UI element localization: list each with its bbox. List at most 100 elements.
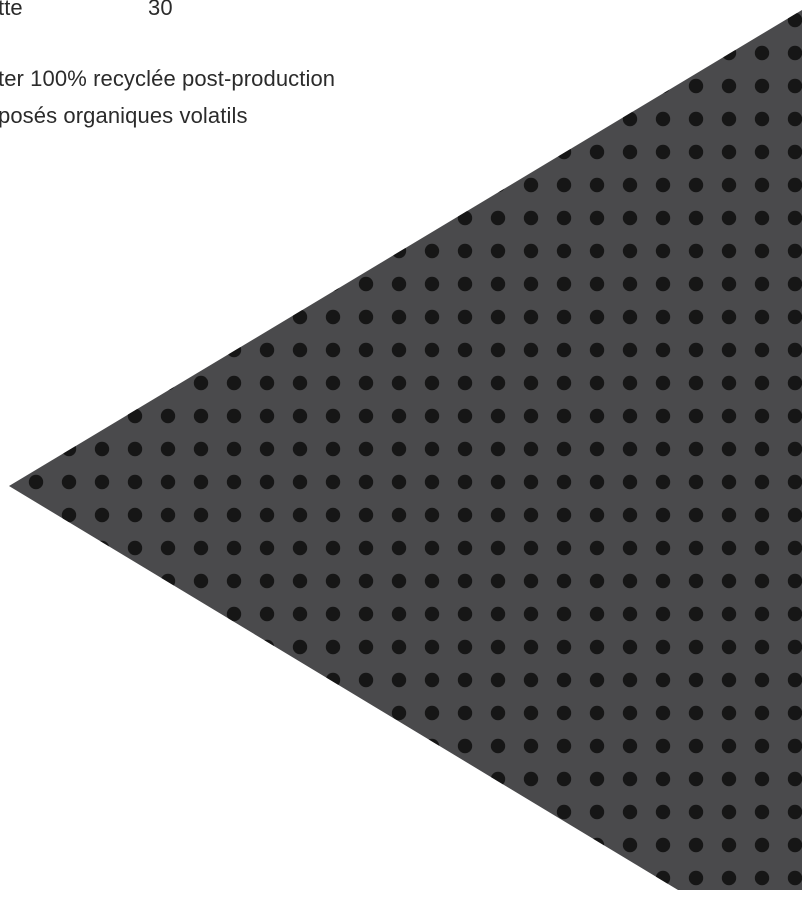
pattern-dot: [61, 606, 77, 622]
pattern-dot: [358, 672, 374, 688]
pattern-dot: [61, 573, 77, 589]
pattern-dot: [259, 144, 275, 160]
pattern-dot: [160, 672, 176, 688]
pattern-dot: [424, 342, 440, 358]
pattern-dot: [556, 144, 572, 160]
pattern-dot: [28, 375, 44, 391]
pattern-dot: [391, 210, 407, 226]
pattern-dot: [622, 45, 638, 61]
pattern-dot: [292, 837, 308, 853]
pattern-dot: [622, 540, 638, 556]
pattern-dot: [556, 573, 572, 589]
pattern-dot: [754, 243, 770, 259]
pattern-dot: [688, 45, 704, 61]
pattern-dot: [160, 606, 176, 622]
pattern-dot: [523, 78, 539, 94]
pattern-dot: [622, 507, 638, 523]
pattern-dot: [226, 771, 242, 787]
pattern-dot: [622, 606, 638, 622]
pattern-dot: [655, 309, 671, 325]
pattern-dot: [259, 738, 275, 754]
pattern-dot: [424, 507, 440, 523]
pattern-dot: [292, 210, 308, 226]
pattern-dot: [490, 210, 506, 226]
pattern-dot: [28, 177, 44, 193]
pattern-dot: [28, 639, 44, 655]
pattern-dot: [622, 243, 638, 259]
pattern-dot: [358, 342, 374, 358]
pattern-dot: [721, 144, 737, 160]
pattern-dot: [259, 870, 275, 886]
pattern-dot: [721, 705, 737, 721]
pattern-dot: [325, 375, 341, 391]
pattern-dot: [358, 276, 374, 292]
pattern-dot: [754, 507, 770, 523]
pattern-dot: [556, 45, 572, 61]
pattern-dot: [127, 276, 143, 292]
pattern-dot: [160, 639, 176, 655]
pattern-dot: [127, 837, 143, 853]
pattern-dot: [61, 408, 77, 424]
pattern-dot: [259, 342, 275, 358]
pattern-dot: [721, 441, 737, 457]
pattern-dot: [391, 639, 407, 655]
pattern-dot: [457, 672, 473, 688]
pattern-dot: [28, 78, 44, 94]
pattern-dot: [193, 45, 209, 61]
pattern-dot: [424, 705, 440, 721]
pattern-dot: [292, 606, 308, 622]
pattern-dot: [259, 474, 275, 490]
pattern-dot: [160, 375, 176, 391]
pattern-dot: [424, 276, 440, 292]
pattern-dot: [127, 342, 143, 358]
pattern-dot: [9, 540, 11, 556]
pattern-dot: [490, 408, 506, 424]
pattern-dot: [28, 870, 44, 886]
pattern-dot: [325, 474, 341, 490]
pattern-dot: [391, 12, 407, 28]
pattern-dot: [457, 441, 473, 457]
pattern-dot: [754, 408, 770, 424]
pattern-dot: [490, 672, 506, 688]
pattern-dot: [292, 870, 308, 886]
pattern-dot: [391, 507, 407, 523]
pattern-dot: [193, 309, 209, 325]
pattern-dot: [556, 12, 572, 28]
pattern-dot: [490, 177, 506, 193]
pattern-dot: [325, 342, 341, 358]
pattern-dot: [754, 111, 770, 127]
pattern-dot: [457, 12, 473, 28]
pattern-dot: [358, 474, 374, 490]
pattern-dot: [358, 408, 374, 424]
pattern-dot: [160, 837, 176, 853]
pattern-dot: [787, 573, 802, 589]
pattern-dot: [160, 771, 176, 787]
pattern-dot: [721, 573, 737, 589]
pattern-dot: [226, 441, 242, 457]
pattern-dot: [787, 342, 802, 358]
pattern-dot: [754, 276, 770, 292]
pattern-dot: [655, 705, 671, 721]
pattern-dot: [688, 375, 704, 391]
pattern-dot: [787, 672, 802, 688]
pattern-dot: [721, 111, 737, 127]
pattern-dot: [226, 870, 242, 886]
pattern-dot: [688, 342, 704, 358]
pattern-dot: [193, 408, 209, 424]
pattern-dot: [688, 804, 704, 820]
pattern-dot: [754, 705, 770, 721]
pattern-dot: [259, 111, 275, 127]
pattern-dot: [787, 705, 802, 721]
pattern-dot: [127, 639, 143, 655]
pattern-dot: [292, 639, 308, 655]
pattern-dot: [193, 540, 209, 556]
pattern-dot: [787, 276, 802, 292]
pattern-dot: [457, 837, 473, 853]
pattern-dot: [754, 474, 770, 490]
pattern-dot: [523, 45, 539, 61]
pattern-dot: [391, 672, 407, 688]
pattern-dot: [226, 606, 242, 622]
pattern-dot: [523, 12, 539, 28]
pattern-dot: [160, 276, 176, 292]
pattern-dot: [688, 837, 704, 853]
